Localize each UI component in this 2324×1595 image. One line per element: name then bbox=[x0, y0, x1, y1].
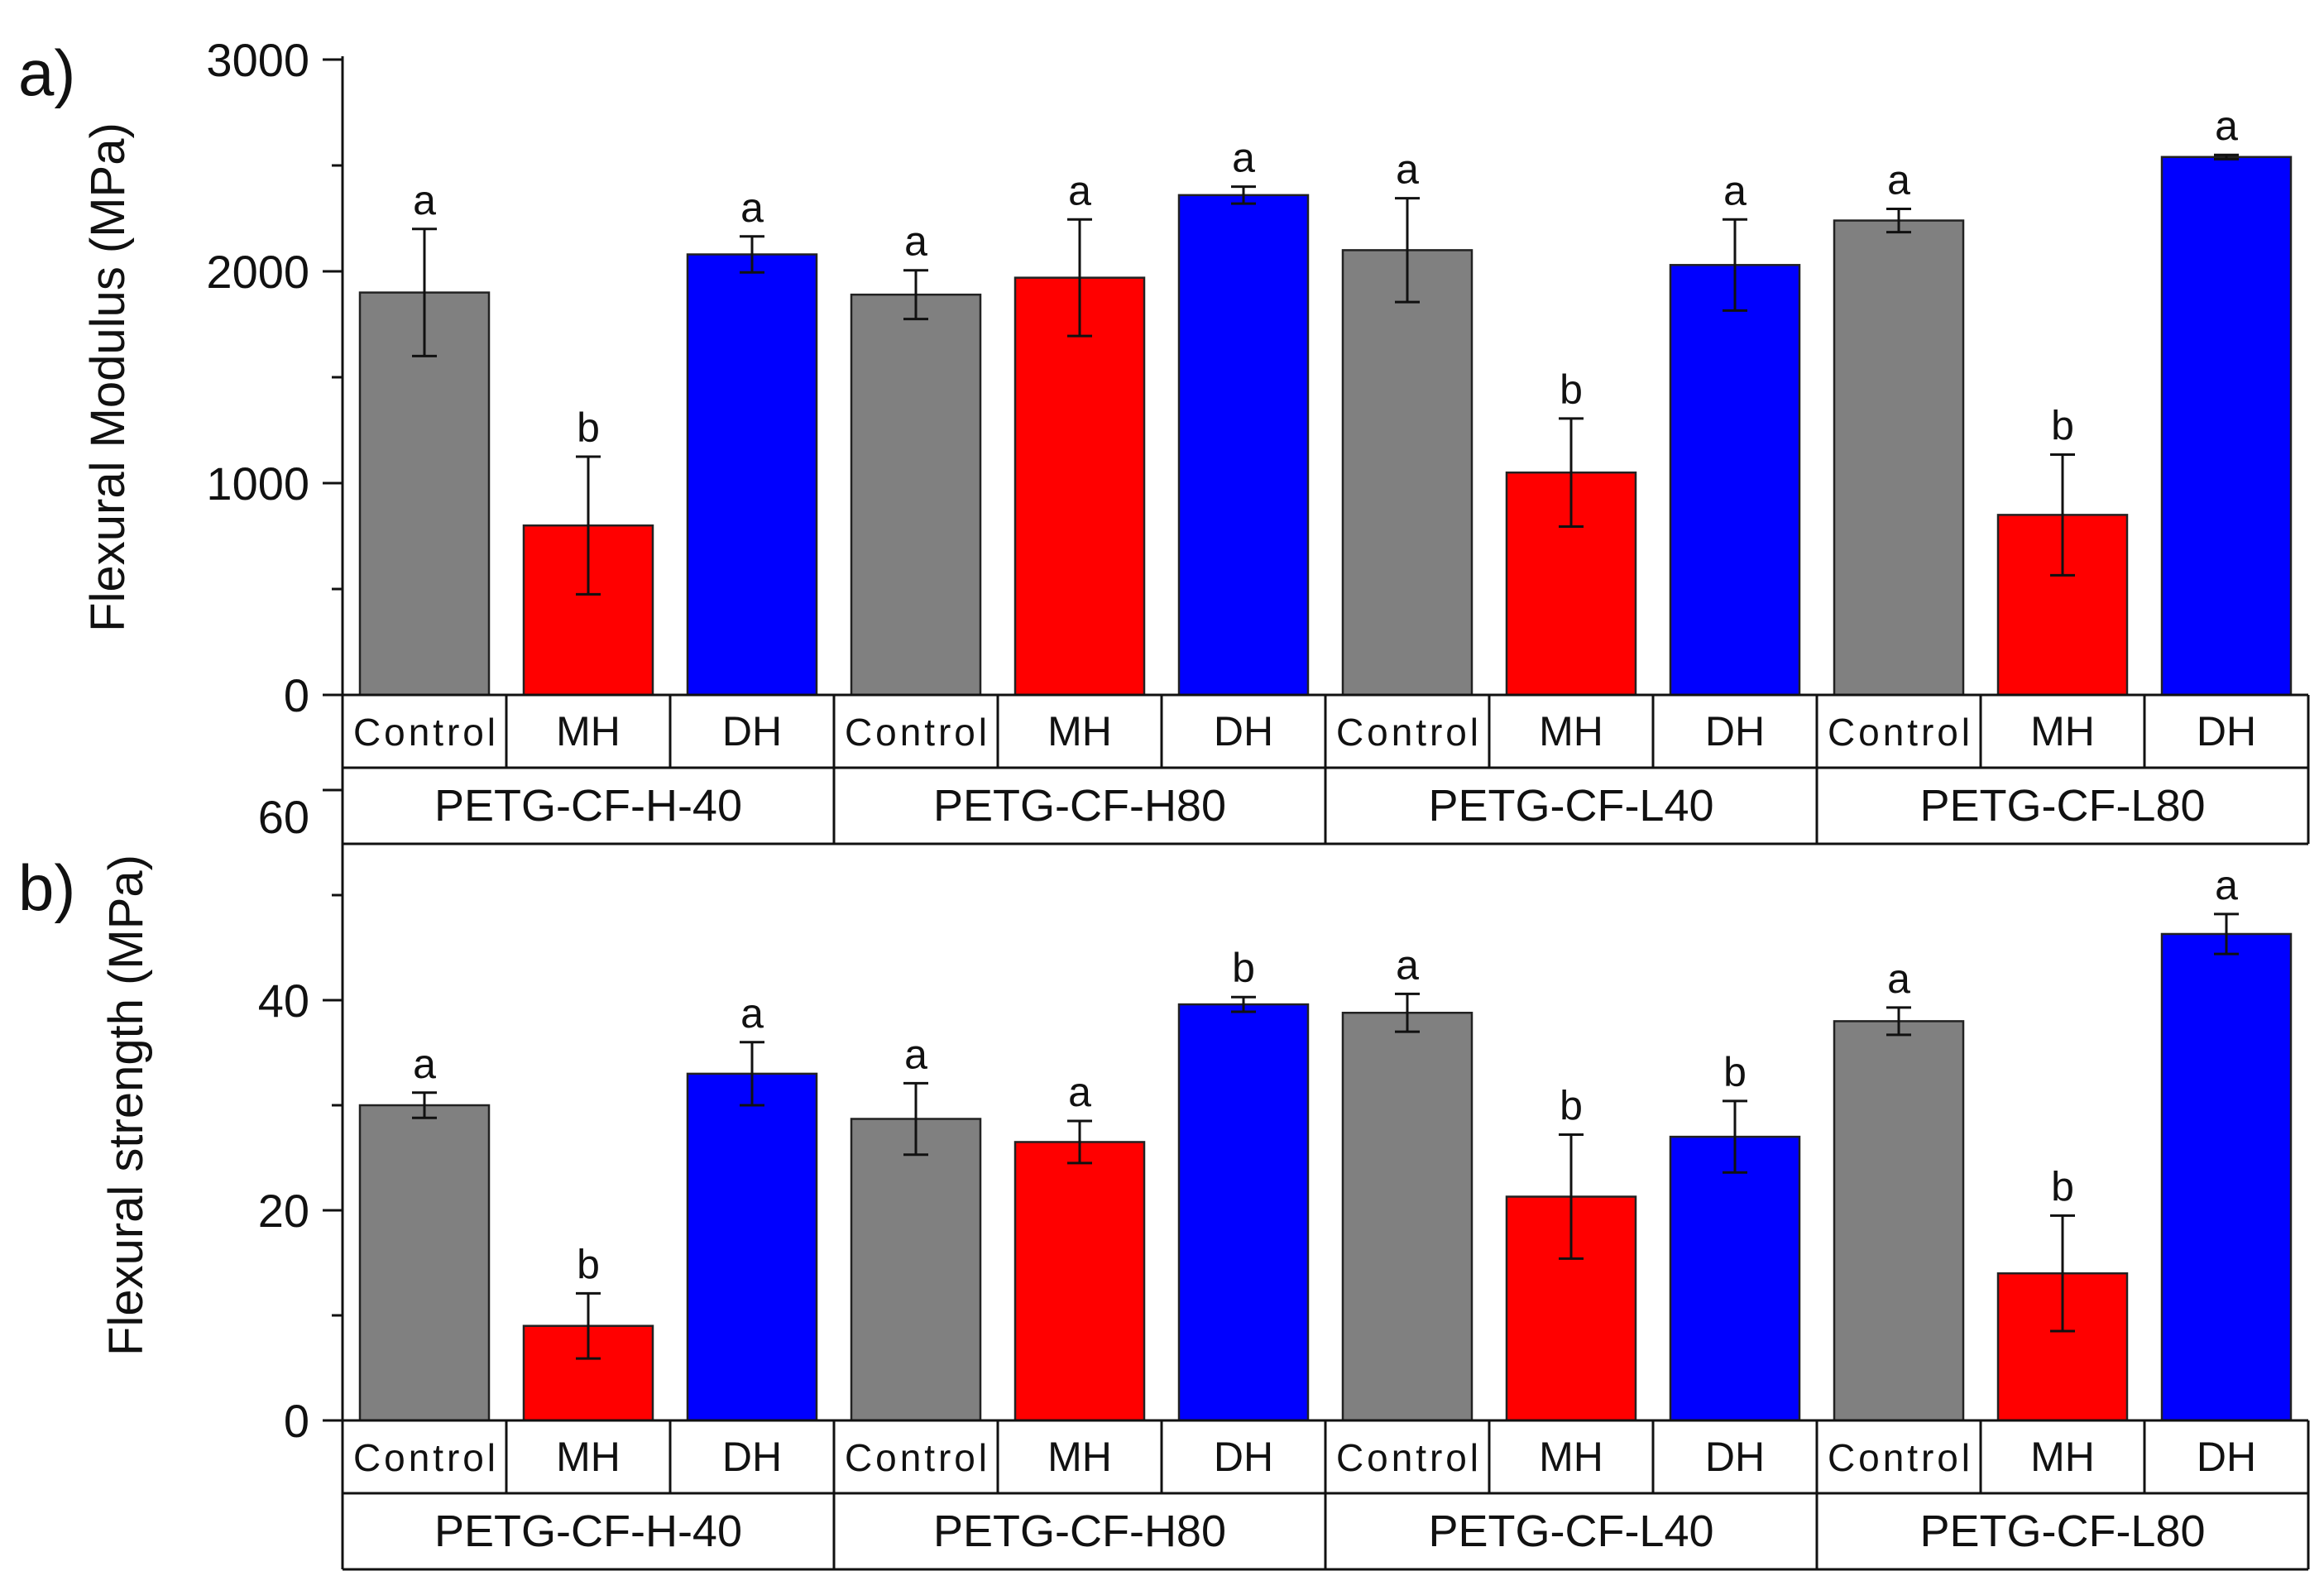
significance-letter: b bbox=[1232, 945, 1255, 991]
bar bbox=[2160, 156, 2293, 697]
bar bbox=[1341, 249, 1473, 697]
x-tick-label: Control bbox=[353, 1436, 496, 1479]
group-label: PETG-CF-L40 bbox=[1428, 781, 1713, 831]
significance-letter: a bbox=[904, 218, 927, 265]
significance-letter: a bbox=[413, 1041, 436, 1087]
x-tick-label: Control bbox=[1336, 711, 1478, 754]
significance-letter: b bbox=[2051, 402, 2074, 448]
significance-letter: a bbox=[1396, 146, 1419, 193]
x-tick-label: DH bbox=[1214, 1434, 1273, 1480]
x-tick-label: DH bbox=[1705, 708, 1765, 754]
x-tick-label: MH bbox=[2030, 708, 2095, 754]
x-tick-label: Control bbox=[1828, 711, 1970, 754]
x-tick-label: DH bbox=[2197, 1434, 2256, 1480]
significance-letter: b bbox=[2051, 1163, 2074, 1209]
group-label: PETG-CF-H80 bbox=[933, 781, 1226, 831]
significance-letter: a bbox=[1068, 167, 1091, 213]
group-label: PETG-CF-L80 bbox=[1919, 1506, 2205, 1556]
x-tick-label: MH bbox=[1539, 708, 1603, 754]
y-tick-label: 2000 bbox=[206, 246, 309, 298]
panel-a-flexural-modulus: a)Flexural Modulus (MPa) 0 1000 2000 3000 a b a… bbox=[18, 34, 2310, 845]
bar bbox=[1177, 1003, 1310, 1422]
bar bbox=[686, 1072, 818, 1422]
x-tick-label: Control bbox=[353, 711, 496, 754]
group-label: PETG-CF-H-40 bbox=[434, 781, 742, 831]
significance-letter: a bbox=[413, 177, 436, 223]
group-label: PETG-CF-L40 bbox=[1428, 1506, 1713, 1556]
significance-letter: b bbox=[1723, 1049, 1747, 1095]
panel-label: b) bbox=[18, 851, 75, 924]
y-tick-label: 0 bbox=[284, 1395, 309, 1447]
x-tick-label: DH bbox=[1214, 708, 1273, 754]
bar bbox=[850, 1118, 982, 1422]
significance-letter: a bbox=[740, 990, 764, 1037]
bar bbox=[686, 253, 818, 697]
significance-letter: a bbox=[2215, 103, 2238, 149]
significance-letter: b bbox=[1560, 366, 1583, 413]
significance-letter: b bbox=[1560, 1083, 1583, 1129]
significance-letter: a bbox=[904, 1031, 927, 1077]
group-label: PETG-CF-H-40 bbox=[434, 1506, 742, 1556]
x-tick-label: DH bbox=[722, 1434, 782, 1480]
panel-label: a) bbox=[18, 36, 75, 109]
bar bbox=[850, 293, 982, 697]
significance-letter: a bbox=[1887, 156, 1910, 203]
bar bbox=[358, 1104, 491, 1422]
bar bbox=[1341, 1011, 1473, 1422]
significance-letter: a bbox=[2215, 862, 2238, 908]
significance-letter: a bbox=[1396, 941, 1419, 988]
x-tick-label: MH bbox=[1047, 1434, 1112, 1480]
panel-b-flexural-strength: b) Flexural strength (MPa) 0 20 40 60 a b a a a b a b… bbox=[18, 787, 2310, 1571]
x-tick-label: Control bbox=[845, 1436, 987, 1479]
y-tick-label: 0 bbox=[284, 669, 309, 721]
x-tick-label: Control bbox=[845, 711, 987, 754]
y-axis-label: Flexural strength (MPa) bbox=[99, 855, 153, 1356]
x-tick-label: DH bbox=[722, 708, 782, 754]
bar bbox=[358, 291, 491, 697]
y-tick-label: 3000 bbox=[206, 34, 309, 86]
y-axis-label: Flexural Modulus (MPa) bbox=[81, 122, 135, 632]
x-tick-label: DH bbox=[1705, 1434, 1765, 1480]
bar bbox=[1013, 276, 1146, 697]
x-tick-label: MH bbox=[1539, 1434, 1603, 1480]
bar bbox=[1669, 264, 1801, 697]
significance-letter: b bbox=[577, 405, 600, 451]
x-tick-label: MH bbox=[556, 708, 621, 754]
y-tick-label: 1000 bbox=[206, 457, 309, 510]
y-tick-label: 60 bbox=[258, 791, 309, 843]
significance-letter: a bbox=[740, 184, 764, 231]
bar bbox=[1833, 1020, 1965, 1422]
significance-letter: a bbox=[1232, 135, 1255, 181]
x-tick-label: MH bbox=[1047, 708, 1112, 754]
x-tick-label: MH bbox=[2030, 1434, 2095, 1480]
group-label: PETG-CF-L80 bbox=[1919, 781, 2205, 831]
significance-letter: b bbox=[577, 1241, 600, 1287]
bar bbox=[1833, 219, 1965, 697]
x-tick-label: MH bbox=[556, 1434, 621, 1480]
bar bbox=[1013, 1141, 1146, 1422]
y-tick-label: 40 bbox=[258, 975, 309, 1027]
bar bbox=[2160, 932, 2293, 1422]
x-tick-label: Control bbox=[1828, 1436, 1970, 1479]
bar bbox=[1177, 194, 1310, 697]
significance-letter: a bbox=[1068, 1069, 1091, 1115]
bar bbox=[1669, 1135, 1801, 1422]
significance-letter: a bbox=[1723, 167, 1747, 213]
significance-letter: a bbox=[1887, 956, 1910, 1002]
x-tick-label: Control bbox=[1336, 1436, 1478, 1479]
y-tick-label: 20 bbox=[258, 1185, 309, 1237]
x-tick-label: DH bbox=[2197, 708, 2256, 754]
group-label: PETG-CF-H80 bbox=[933, 1506, 1226, 1556]
